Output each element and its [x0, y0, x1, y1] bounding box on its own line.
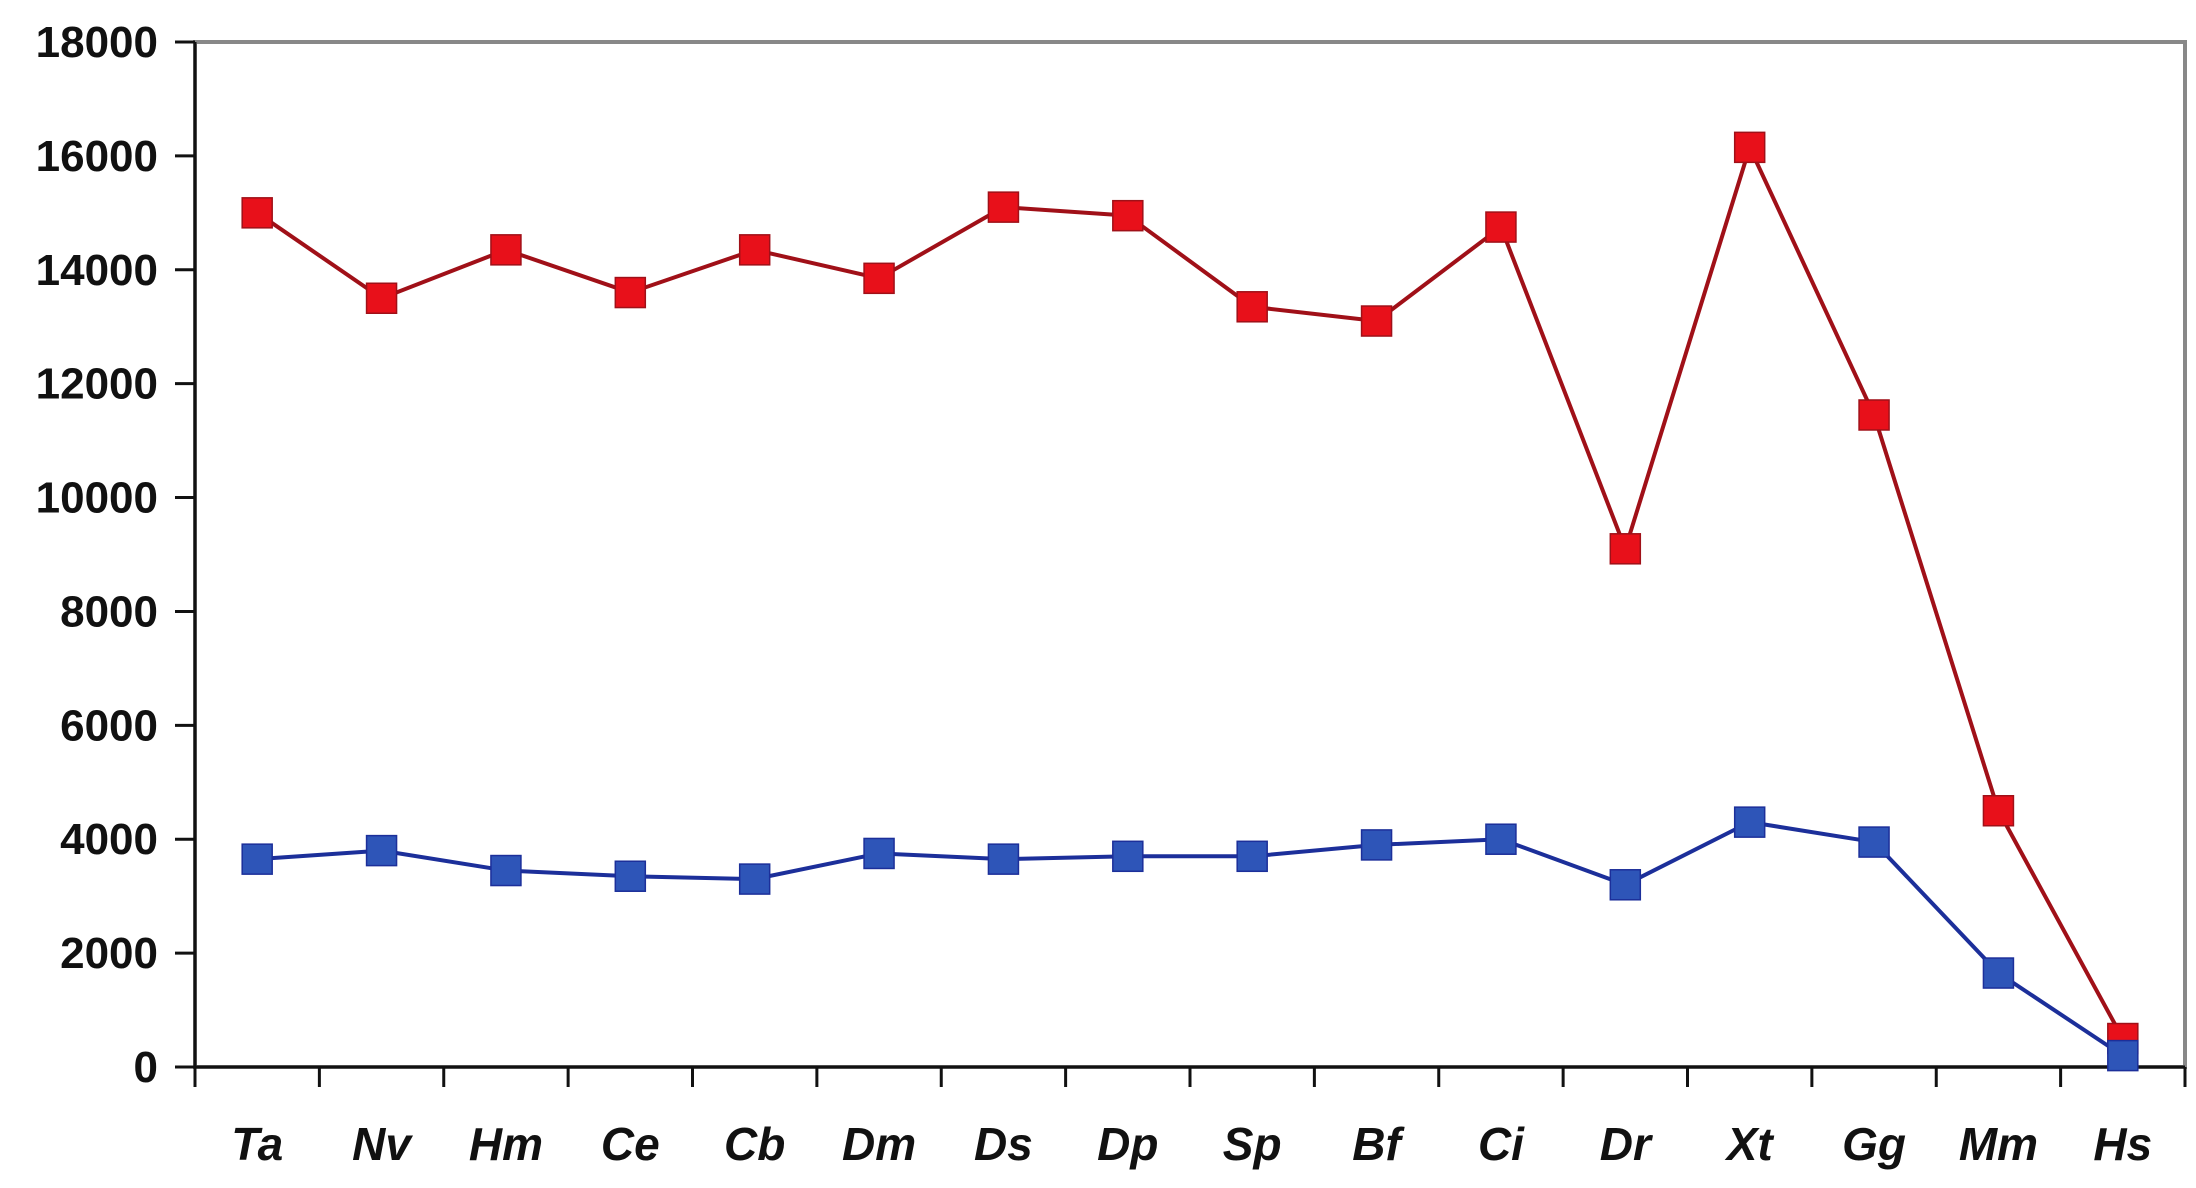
data-point-marker — [1609, 533, 1642, 565]
data-point-marker — [987, 191, 1020, 223]
data-point-marker — [241, 843, 273, 875]
series-line — [257, 820, 2124, 1058]
y-axis-ticks: 0 2000 4000 6000 8000 10000 12000 14000 16000 180… — [36, 18, 195, 1092]
data-point-marker — [1858, 399, 1890, 431]
x-tick-label: Xt — [1724, 1118, 1775, 1170]
x-tick-label: Sp — [1223, 1118, 1282, 1170]
series-1 — [241, 806, 2139, 1072]
data-point-marker — [365, 834, 398, 867]
data-point-marker — [1609, 869, 1642, 901]
y-tick-label: 10000 — [36, 474, 158, 523]
data-point-marker — [614, 860, 647, 892]
data-point-marker — [1982, 795, 2015, 827]
data-point-marker — [1858, 826, 1890, 858]
y-tick-label: 16000 — [36, 132, 158, 181]
y-tick-label: 2000 — [60, 929, 158, 978]
data-point-marker — [1733, 806, 1766, 838]
data-point-marker — [1112, 840, 1144, 873]
x-tick-label: Cb — [724, 1118, 785, 1170]
y-tick-label: 8000 — [60, 587, 158, 636]
plot-area-border — [193, 40, 2187, 1069]
x-tick-label: Ce — [601, 1118, 660, 1170]
data-point-marker — [1485, 823, 1517, 855]
data-point-marker — [1733, 131, 1766, 164]
x-tick-label: Bf — [1352, 1118, 1405, 1170]
y-tick-label: 4000 — [60, 815, 158, 864]
series-0 — [241, 131, 2139, 1055]
y-tick-label: 14000 — [36, 246, 158, 295]
x-tick-label: Gg — [1842, 1118, 1906, 1170]
data-point-marker — [987, 843, 1020, 875]
data-point-marker — [490, 234, 522, 266]
x-tick-label: Ds — [974, 1118, 1033, 1170]
data-point-marker — [863, 262, 895, 295]
data-point-marker — [490, 854, 522, 887]
data-point-marker — [1360, 305, 1393, 337]
x-tick-label: Dp — [1097, 1118, 1158, 1170]
y-tick-label: 6000 — [60, 701, 158, 750]
data-point-marker — [738, 234, 771, 266]
data-point-marker — [1236, 840, 1268, 873]
data-point-marker — [614, 276, 647, 309]
data-point-marker — [1112, 199, 1144, 232]
data-point-marker — [2107, 1039, 2139, 1072]
x-axis-ticks: Ta Nv Hm Ce Cb Dm Ds Dp Sp Bf Ci Dr Xt Gg Mm Hs — [193, 1067, 2187, 1170]
y-tick-label: 0 — [134, 1043, 158, 1092]
x-tick-label: Hs — [2093, 1118, 2152, 1170]
series-layer — [241, 131, 2139, 1072]
data-point-marker — [1485, 211, 1517, 243]
data-point-marker — [1360, 829, 1393, 861]
x-tick-label: Dm — [842, 1118, 916, 1170]
data-point-marker — [241, 197, 273, 229]
data-point-marker — [1236, 291, 1268, 323]
x-tick-label: Hm — [469, 1118, 543, 1170]
y-tick-label: 12000 — [36, 360, 158, 409]
x-tick-label: Ci — [1478, 1118, 1525, 1170]
data-point-marker — [738, 863, 771, 895]
data-point-marker — [863, 837, 895, 870]
series-line — [256, 145, 2125, 1040]
y-tick-label: 18000 — [36, 18, 158, 67]
x-tick-label: Mm — [1959, 1118, 2038, 1170]
x-tick-label: Nv — [352, 1118, 413, 1170]
data-point-marker — [365, 282, 398, 314]
x-tick-label: Dr — [1600, 1118, 1653, 1170]
data-point-marker — [1982, 957, 2015, 989]
x-tick-label: Ta — [231, 1118, 283, 1170]
